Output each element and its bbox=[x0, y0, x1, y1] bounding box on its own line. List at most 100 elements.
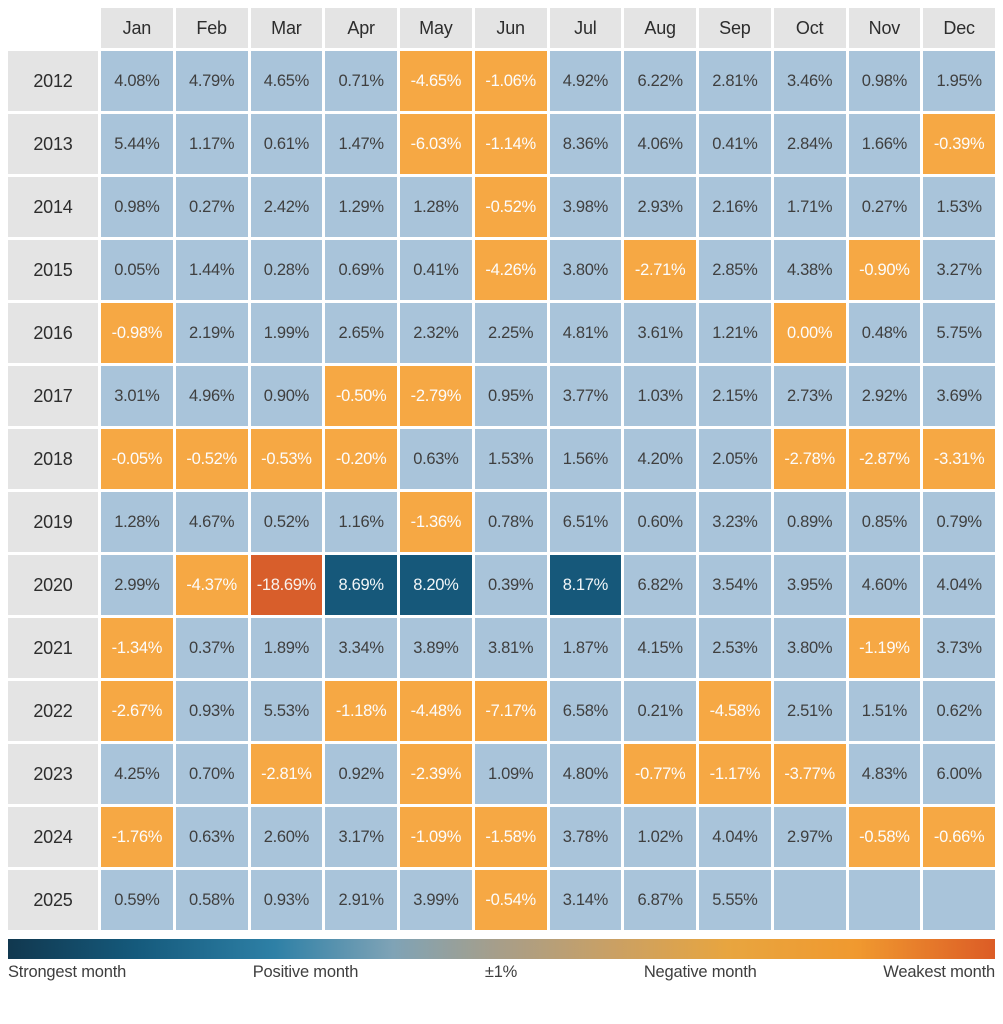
heatmap-cell: 8.20% bbox=[400, 555, 472, 615]
heatmap-cell: 1.51% bbox=[848, 681, 921, 741]
heatmap-cell: 4.60% bbox=[848, 555, 921, 615]
heatmap-cell: 1.28% bbox=[400, 177, 472, 237]
month-header: Sep bbox=[699, 8, 771, 48]
heatmap-cell: 5.55% bbox=[699, 870, 771, 930]
heatmap-cell: -0.20% bbox=[325, 429, 397, 489]
heatmap-cell: 2.05% bbox=[699, 429, 771, 489]
heatmap-cell: 3.34% bbox=[325, 618, 397, 678]
heatmap-cell: -0.52% bbox=[175, 429, 248, 489]
heatmap-cell: -4.58% bbox=[699, 681, 771, 741]
heatmap-cell: 4.04% bbox=[699, 807, 771, 867]
heatmap-cell: -0.50% bbox=[325, 366, 397, 426]
heatmap-cell: 2.53% bbox=[699, 618, 771, 678]
heatmap-cell: 2.81% bbox=[699, 51, 771, 111]
month-header: Nov bbox=[848, 8, 921, 48]
heatmap-cell: -6.03% bbox=[400, 114, 472, 174]
heatmap-cell: 8.69% bbox=[325, 555, 397, 615]
heatmap-cell: 6.82% bbox=[624, 555, 696, 615]
heatmap-cell: 3.95% bbox=[773, 555, 846, 615]
heatmap-cell: 0.71% bbox=[325, 51, 397, 111]
heatmap-cell: 0.95% bbox=[474, 366, 547, 426]
heatmap-cell: 3.81% bbox=[474, 618, 547, 678]
heatmap-cell: 0.52% bbox=[250, 492, 323, 552]
heatmap-cell: 1.56% bbox=[549, 429, 622, 489]
heatmap-cell: 0.63% bbox=[400, 429, 472, 489]
heatmap-cell: 0.98% bbox=[848, 51, 921, 111]
heatmap-cell: 2.73% bbox=[773, 366, 846, 426]
heatmap-cell: 3.80% bbox=[549, 240, 622, 300]
heatmap-cell: 4.25% bbox=[101, 744, 173, 804]
heatmap-cell: 0.00% bbox=[773, 303, 846, 363]
heatmap-cell: 3.61% bbox=[624, 303, 696, 363]
heatmap-cell: 1.66% bbox=[848, 114, 921, 174]
heatmap-cell: 0.58% bbox=[175, 870, 248, 930]
heatmap-cell: 6.87% bbox=[624, 870, 696, 930]
heatmap-cell: 0.69% bbox=[325, 240, 397, 300]
heatmap-cell: 8.36% bbox=[549, 114, 622, 174]
heatmap-cell: 3.01% bbox=[101, 366, 173, 426]
heatmap-cell: 0.62% bbox=[923, 681, 995, 741]
legend-label: Strongest month bbox=[8, 963, 127, 981]
heatmap-cell: 2.25% bbox=[474, 303, 547, 363]
heatmap-cell: 0.93% bbox=[250, 870, 323, 930]
heatmap-cell: 3.54% bbox=[699, 555, 771, 615]
heatmap-cell: 4.38% bbox=[773, 240, 846, 300]
heatmap-cell: -7.17% bbox=[474, 681, 547, 741]
heatmap-cell: 2.32% bbox=[400, 303, 472, 363]
heatmap-cell: 8.17% bbox=[549, 555, 622, 615]
heatmap-cell: 1.95% bbox=[923, 51, 995, 111]
heatmap-cell: 6.00% bbox=[923, 744, 995, 804]
legend-label: Weakest month bbox=[883, 963, 995, 981]
heatmap-cell: 4.92% bbox=[549, 51, 622, 111]
heatmap-cell: -4.26% bbox=[474, 240, 547, 300]
year-label: 2021 bbox=[8, 618, 98, 678]
heatmap-cell: 3.14% bbox=[549, 870, 622, 930]
heatmap-cell: 3.23% bbox=[699, 492, 771, 552]
heatmap-cell: 3.78% bbox=[549, 807, 622, 867]
heatmap-cell: -3.31% bbox=[923, 429, 995, 489]
month-header: May bbox=[400, 8, 472, 48]
heatmap-cell: -3.77% bbox=[773, 744, 846, 804]
year-label: 2020 bbox=[8, 555, 98, 615]
month-header: Aug bbox=[624, 8, 696, 48]
heatmap-cell: -1.19% bbox=[848, 618, 921, 678]
heatmap-cell bbox=[848, 870, 921, 930]
heatmap-cell: 3.80% bbox=[773, 618, 846, 678]
heatmap-cell bbox=[773, 870, 846, 930]
heatmap-cell: -2.81% bbox=[250, 744, 323, 804]
legend-gradient-bar bbox=[8, 939, 995, 959]
heatmap-cell: 4.65% bbox=[250, 51, 323, 111]
month-header: Feb bbox=[175, 8, 248, 48]
heatmap-cell: 4.80% bbox=[549, 744, 622, 804]
heatmap-cell: -1.18% bbox=[325, 681, 397, 741]
heatmap-cell: 0.37% bbox=[175, 618, 248, 678]
heatmap-cell: 5.53% bbox=[250, 681, 323, 741]
heatmap-cell: 0.41% bbox=[400, 240, 472, 300]
heatmap-cell: 0.60% bbox=[624, 492, 696, 552]
heatmap-cell: 0.41% bbox=[699, 114, 771, 174]
heatmap-cell: 1.02% bbox=[624, 807, 696, 867]
heatmap-cell: -2.71% bbox=[624, 240, 696, 300]
heatmap-cell: -1.76% bbox=[101, 807, 173, 867]
heatmap-cell: 0.27% bbox=[175, 177, 248, 237]
heatmap-cell: 4.96% bbox=[175, 366, 248, 426]
heatmap-cell: 3.46% bbox=[773, 51, 846, 111]
heatmap-cell: -4.48% bbox=[400, 681, 472, 741]
heatmap-cell: 1.09% bbox=[474, 744, 547, 804]
month-header: Mar bbox=[250, 8, 323, 48]
heatmap-cell: 1.87% bbox=[549, 618, 622, 678]
heatmap-cell: 5.44% bbox=[101, 114, 173, 174]
heatmap-cell: 1.44% bbox=[175, 240, 248, 300]
heatmap-cell: -2.39% bbox=[400, 744, 472, 804]
heatmap-cell: 3.89% bbox=[400, 618, 472, 678]
heatmap-cell: 2.91% bbox=[325, 870, 397, 930]
year-label: 2013 bbox=[8, 114, 98, 174]
heatmap-cell: 1.17% bbox=[175, 114, 248, 174]
month-header: Jul bbox=[549, 8, 622, 48]
heatmap-cell: 0.21% bbox=[624, 681, 696, 741]
heatmap-cell: 3.98% bbox=[549, 177, 622, 237]
heatmap-cell: 3.99% bbox=[400, 870, 472, 930]
heatmap-cell: 6.58% bbox=[549, 681, 622, 741]
year-label: 2018 bbox=[8, 429, 98, 489]
heatmap-cell: 4.81% bbox=[549, 303, 622, 363]
